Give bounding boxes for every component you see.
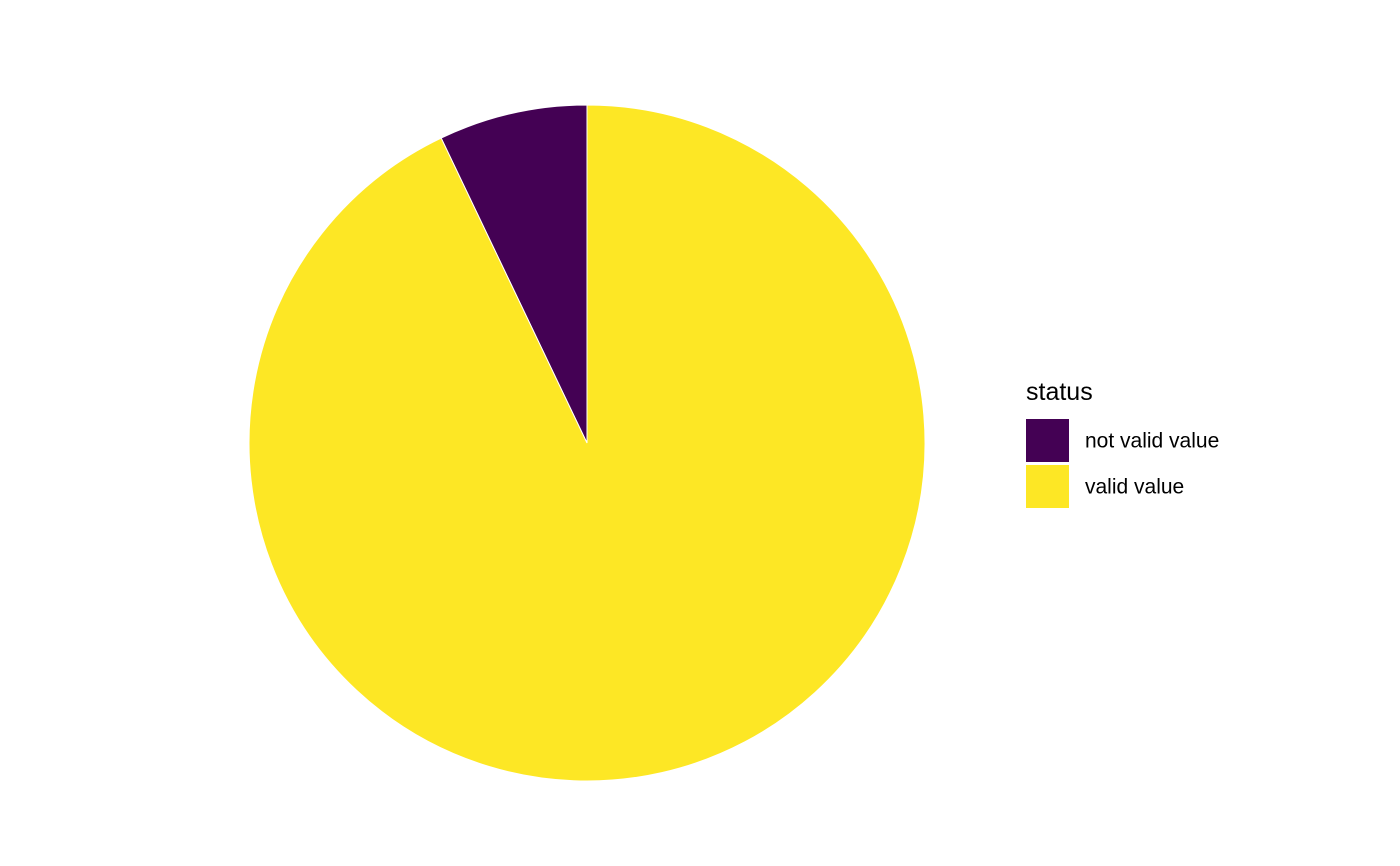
legend: status not valid value valid value <box>1026 378 1219 508</box>
pie-slices <box>248 104 926 782</box>
legend-items: not valid value valid value <box>1026 419 1219 508</box>
legend-label-not-valid-value: not valid value <box>1085 430 1219 453</box>
legend-title: status <box>1026 378 1093 406</box>
legend-key-not-valid-value <box>1026 419 1069 462</box>
pie-slice-not-valid-value <box>440 104 588 444</box>
legend-key-valid-value <box>1026 465 1069 508</box>
legend-label-valid-value: valid value <box>1085 476 1184 499</box>
pie-slice-valid-value <box>248 104 926 782</box>
